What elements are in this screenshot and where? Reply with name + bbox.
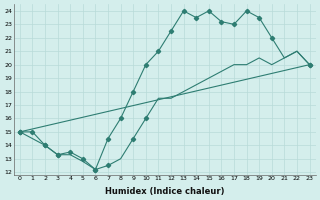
X-axis label: Humidex (Indice chaleur): Humidex (Indice chaleur) <box>105 187 224 196</box>
